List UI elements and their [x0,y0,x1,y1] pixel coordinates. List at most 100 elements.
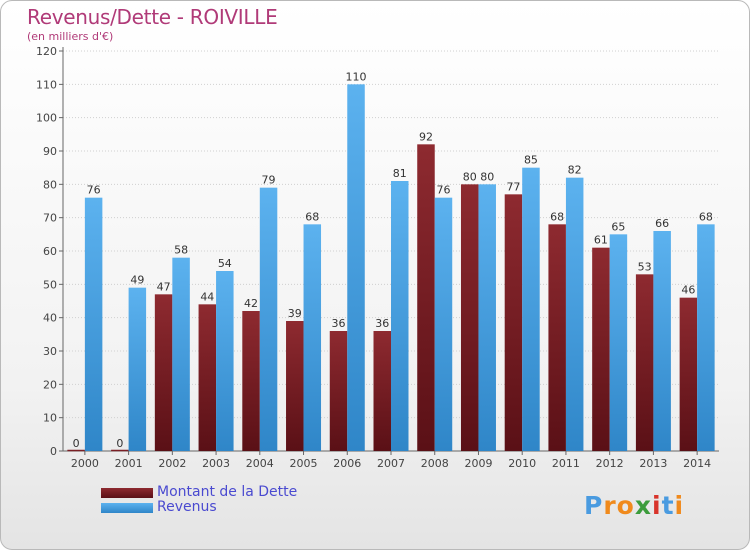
bar-debt [504,194,523,452]
data-label: 49 [130,274,144,287]
x-tick-label: 2013 [639,457,667,470]
data-label: 58 [174,244,188,257]
y-tick-label: 0 [50,445,57,458]
bar-debt [592,247,610,451]
logo-letter: i [674,491,685,520]
data-label: 68 [550,210,564,223]
bar-debt [460,184,479,452]
y-tick-label: 10 [43,412,57,425]
bar-revenue [172,257,190,451]
proxiti-logo: Proxiti [584,491,684,520]
bar-debt [417,144,435,452]
data-label: 47 [157,280,171,293]
y-tick-label: 20 [43,378,57,391]
x-tick-label: 2008 [421,457,449,470]
data-label: 53 [638,260,652,273]
bar-debt [548,224,566,451]
legend-swatch-revenue [101,503,153,513]
bar-revenue [697,224,715,451]
data-label: 76 [87,184,101,197]
logo-letter: i [652,491,662,520]
data-label: 85 [524,154,538,167]
y-tick-label: 40 [43,312,57,325]
bar-revenue [216,271,234,451]
bar-revenue [478,184,496,452]
x-tick-label: 2002 [158,457,186,470]
data-label: 46 [681,284,695,297]
chart-title: Revenus/Dette - ROIVILLE [27,5,278,29]
x-tick-label: 2006 [333,457,361,470]
data-label: 80 [463,170,477,183]
x-tick-label: 2000 [71,457,99,470]
bar-revenue [303,224,322,451]
x-tick-label: 2001 [115,457,143,470]
data-label: 76 [436,184,450,197]
x-tick-label: 2007 [377,457,405,470]
data-label: 39 [288,307,302,320]
x-tick-label: 2009 [464,457,492,470]
data-label: 80 [480,170,494,183]
bar-debt [154,294,173,451]
axes: 0 10 20 30 40 50 60 70 80 90 100 110 120 2000 2001 2002… [36,45,719,470]
data-label: 44 [200,290,214,303]
bar-revenue [259,187,278,451]
y-tick-label: 60 [43,245,57,258]
y-tick-label: 90 [43,145,57,158]
y-tick-label: 120 [36,45,57,58]
bar-debt [242,311,260,451]
data-label: 36 [332,317,346,330]
x-tick-label: 2005 [290,457,318,470]
data-label: 42 [244,297,258,310]
data-label: 61 [594,234,608,247]
data-label: 110 [346,70,367,83]
data-label: 54 [218,257,232,270]
logo-letter: o [616,491,635,520]
y-tick-label: 70 [43,212,57,225]
x-tick-label: 2003 [202,457,230,470]
data-label: 66 [655,217,669,230]
y-tick-label: 30 [43,345,57,358]
bar-revenue [128,287,147,451]
bar-revenue [391,181,409,451]
data-label: 92 [419,130,433,143]
bar-revenue [653,231,671,451]
x-tick-label: 2010 [508,457,536,470]
bar-revenue [565,177,584,451]
x-tick-label: 2004 [246,457,274,470]
data-label: 0 [73,437,80,450]
bar-revenue [434,197,453,451]
data-label: 81 [393,167,407,180]
data-label: 68 [305,210,319,223]
y-tick-label: 50 [43,278,57,291]
data-label: 79 [262,174,276,187]
y-tick-label: 80 [43,178,57,191]
bars [67,84,715,452]
y-tick-label: 100 [36,112,57,125]
data-label: 0 [116,437,123,450]
bar-revenue [522,167,540,451]
data-labels: 0 76 0 49 47 58 44 54 42 79 39 68 36 110 36 81 92 76 80 80 7… [73,70,713,450]
logo-letter: P [584,491,604,520]
bar-debt [679,297,698,451]
bar-revenue [84,197,103,451]
x-tick-label: 2014 [683,457,711,470]
bar-debt [373,331,391,451]
y-tick-label: 110 [36,78,57,91]
bar-debt [635,274,654,451]
logo-letter: t [661,491,675,520]
bar-debt [286,321,304,451]
bar-revenue [347,84,365,451]
data-label: 65 [611,220,625,233]
data-label: 77 [506,180,520,193]
bar-revenue [609,234,628,451]
x-tick-label: 2011 [552,457,580,470]
legend-label-debt: Montant de la Dette [157,484,298,500]
data-label: 82 [568,164,582,177]
legend-label-revenue: Revenus [157,499,217,515]
bar-debt [198,304,217,451]
legend-swatch-debt [101,488,153,498]
logo-letter: r [603,491,617,520]
data-label: 68 [699,210,713,223]
